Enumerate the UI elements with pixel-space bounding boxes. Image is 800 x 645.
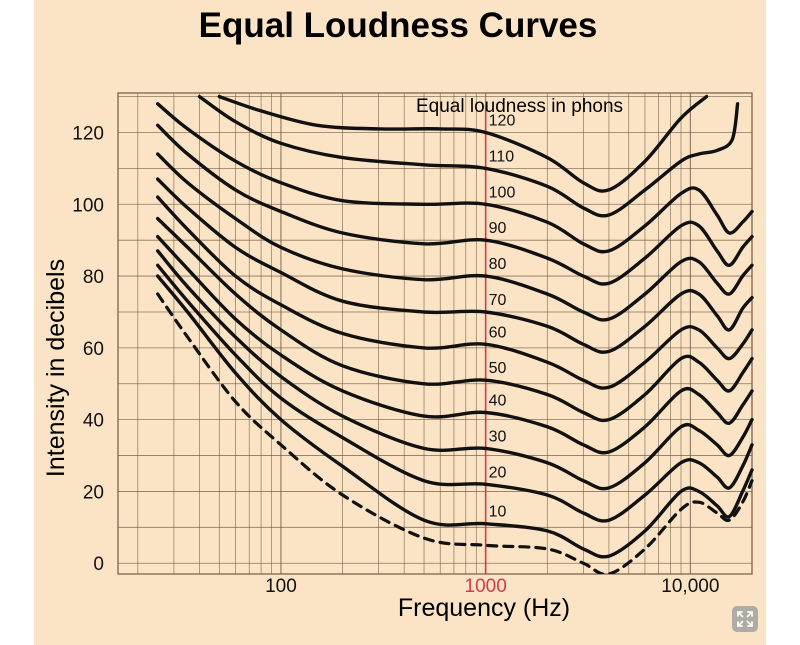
x-tick-label: 10,000 bbox=[661, 576, 719, 597]
loudness-curve-40 bbox=[156, 234, 754, 455]
loudness-curve-100 bbox=[156, 102, 754, 254]
expand-button[interactable] bbox=[732, 606, 758, 632]
loudness-curve-110 bbox=[197, 94, 740, 218]
loudness-curve-90 bbox=[156, 123, 754, 286]
phon-labels: 120 110 100 90 80 70 60 50 40 30 20 10 bbox=[489, 112, 516, 520]
loudness-curve-50 bbox=[156, 216, 754, 423]
loudness-curve-30 bbox=[156, 249, 754, 491]
y-tick-label: 40 bbox=[83, 411, 104, 432]
y-tick-label: 80 bbox=[83, 267, 104, 288]
loudness-curve-10 bbox=[156, 274, 754, 559]
phon-label: 100 bbox=[489, 184, 516, 201]
equal-loudness-chart: Equal Loudness Curves 0 20 40 60 80 100 120 100… bbox=[34, 0, 766, 645]
phon-label: 70 bbox=[489, 292, 507, 309]
phon-legend-annotation: Equal loudness in phons bbox=[416, 96, 623, 117]
chart-title: Equal Loudness Curves bbox=[199, 6, 598, 45]
loudness-curve-120 bbox=[217, 94, 709, 193]
phon-label: 60 bbox=[489, 324, 507, 341]
phon-label: 120 bbox=[489, 112, 516, 129]
chart-panel: Equal Loudness Curves 0 20 40 60 80 100 120 100… bbox=[34, 0, 766, 645]
phon-label: 80 bbox=[489, 256, 507, 273]
x-tick-label: 1000 bbox=[465, 576, 507, 597]
y-tick-label: 0 bbox=[93, 554, 104, 575]
phon-label: 90 bbox=[489, 220, 507, 237]
phon-label: 20 bbox=[489, 464, 507, 481]
loudness-curve-80 bbox=[156, 152, 754, 322]
y-tick-label: 60 bbox=[83, 339, 104, 360]
phon-label: 40 bbox=[489, 392, 507, 409]
phon-label: 50 bbox=[489, 360, 507, 377]
loudness-curve-60 bbox=[156, 195, 754, 390]
loudness-curves bbox=[156, 94, 754, 574]
loudness-curve-20 bbox=[156, 263, 754, 523]
phon-label: 110 bbox=[489, 148, 515, 165]
chart-background bbox=[34, 0, 766, 645]
y-axis-label: Intensity in decibels bbox=[42, 259, 70, 477]
phon-label: 30 bbox=[489, 428, 507, 445]
y-tick-label: 100 bbox=[72, 195, 104, 216]
loudness-curve-70 bbox=[156, 177, 754, 354]
x-axis-label: Frequency (Hz) bbox=[398, 594, 570, 622]
expand-icon bbox=[737, 611, 753, 627]
phon-label: 10 bbox=[489, 504, 507, 521]
y-tick-label: 120 bbox=[72, 123, 104, 144]
x-tick-label: 100 bbox=[265, 576, 297, 597]
y-tick-label: 20 bbox=[83, 482, 104, 503]
axis-tick-labels: 0 20 40 60 80 100 120 100 1000 10,000 bbox=[72, 123, 719, 597]
